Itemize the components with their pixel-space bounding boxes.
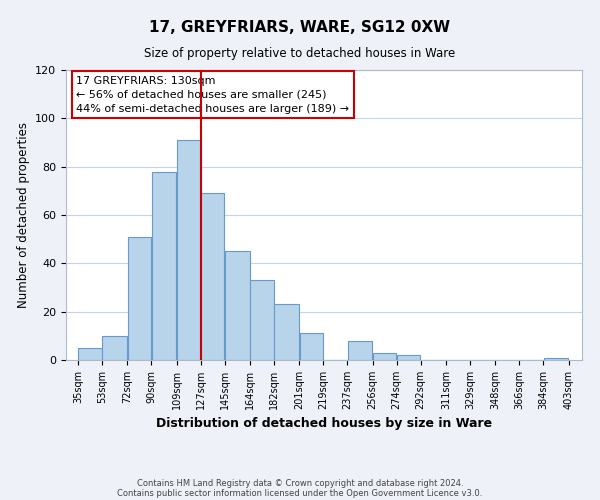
Bar	[152, 172, 176, 360]
Bar	[299, 334, 323, 360]
Bar	[373, 353, 397, 360]
Text: Contains public sector information licensed under the Open Government Licence v3: Contains public sector information licen…	[118, 488, 482, 498]
X-axis label: Distribution of detached houses by size in Ware: Distribution of detached houses by size …	[156, 418, 492, 430]
Bar	[274, 304, 299, 360]
Text: Contains HM Land Registry data © Crown copyright and database right 2024.: Contains HM Land Registry data © Crown c…	[137, 478, 463, 488]
Bar	[201, 193, 224, 360]
Bar	[397, 355, 421, 360]
Text: 17, GREYFRIARS, WARE, SG12 0XW: 17, GREYFRIARS, WARE, SG12 0XW	[149, 20, 451, 35]
Bar	[544, 358, 568, 360]
Bar	[128, 237, 151, 360]
Y-axis label: Number of detached properties: Number of detached properties	[17, 122, 29, 308]
Bar	[347, 340, 373, 360]
Text: Size of property relative to detached houses in Ware: Size of property relative to detached ho…	[145, 48, 455, 60]
Bar	[103, 336, 127, 360]
Bar	[225, 251, 250, 360]
Bar	[79, 348, 101, 360]
Bar	[177, 140, 200, 360]
Text: 17 GREYFRIARS: 130sqm
← 56% of detached houses are smaller (245)
44% of semi-det: 17 GREYFRIARS: 130sqm ← 56% of detached …	[76, 76, 349, 114]
Bar	[250, 280, 274, 360]
